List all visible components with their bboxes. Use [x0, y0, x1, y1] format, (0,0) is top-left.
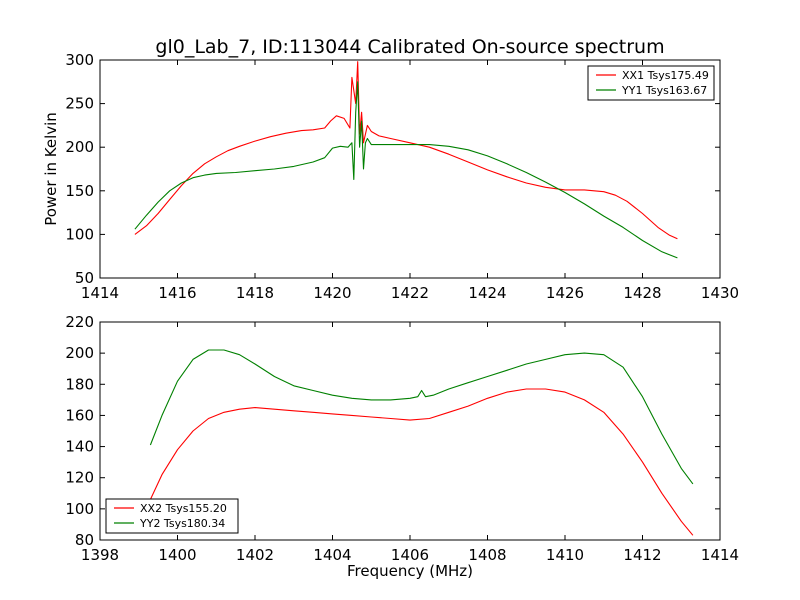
- y-tick-label: 50: [75, 269, 94, 287]
- y-tick-label: 160: [65, 406, 94, 424]
- x-tick-label: 1430: [701, 284, 739, 302]
- legend-box: [105, 498, 239, 534]
- legend-entry: YY2 Tsys180.34: [139, 517, 225, 530]
- x-tick-label: 1420: [313, 284, 351, 302]
- x-tick-label: 1398: [81, 546, 119, 564]
- x-tick-label: 1400: [158, 546, 196, 564]
- y-tick-label: 220: [65, 313, 94, 331]
- series-line-1: [149, 388, 694, 536]
- series-line-2: [149, 349, 694, 485]
- x-tick-label: 1428: [623, 284, 661, 302]
- y-tick-label: 200: [65, 138, 94, 156]
- y-tick-label: 80: [75, 531, 94, 549]
- x-tick-label: 1410: [546, 546, 584, 564]
- x-tick-label: 1408: [468, 546, 506, 564]
- y-tick-label: 120: [65, 469, 94, 487]
- y-tick-label: 100: [65, 500, 94, 518]
- legend-entry: XX2 Tsys155.20: [140, 502, 227, 515]
- chart-title: gl0_Lab_7, ID:113044 Calibrated On-sourc…: [155, 36, 664, 58]
- legend-box: [587, 65, 715, 101]
- top-panel-ticks: 1414 1416 1418 1420 1422 1424 1426 1428 1430 50 10…: [65, 51, 739, 302]
- y-tick-label: 140: [65, 438, 94, 456]
- bottom-panel: 1398 1400 1402 1404 1406 1408 1410 1412 1414 80 10…: [65, 313, 739, 580]
- top-panel-series: [134, 61, 678, 259]
- top-panel-frame: [99, 59, 721, 279]
- x-tick-label: 1414: [701, 546, 739, 564]
- y-tick-label: 200: [65, 344, 94, 362]
- x-tick-label: 1416: [158, 284, 196, 302]
- y-tick-label: 180: [65, 375, 94, 393]
- x-tick-label: 1412: [623, 546, 661, 564]
- bottom-panel-ticks: 1398 1400 1402 1404 1406 1408 1410 1412 1414 80 10…: [65, 313, 739, 564]
- y-tick-label: 250: [65, 95, 94, 113]
- x-tick-label: 1402: [236, 546, 274, 564]
- bottom-panel-frame: [99, 321, 721, 541]
- x-tick-label: 1414: [81, 284, 119, 302]
- legend-entry: XX1 Tsys175.49: [622, 69, 709, 82]
- top-panel: 1414 1416 1418 1420 1422 1424 1426 1428 1430 50 10…: [42, 51, 739, 302]
- bottom-legend: XX2 Tsys155.20 YY2 Tsys180.34: [105, 498, 239, 534]
- y-tick-label: 100: [65, 225, 94, 243]
- series-line-2: [134, 81, 678, 259]
- x-tick-label: 1422: [391, 284, 429, 302]
- y-tick-label: 150: [65, 182, 94, 200]
- x-tick-label: 1418: [236, 284, 274, 302]
- y-tick-label: 300: [65, 51, 94, 69]
- bottom-panel-series: [149, 349, 694, 536]
- x-tick-label: 1404: [313, 546, 351, 564]
- x-tick-label: 1424: [468, 284, 506, 302]
- x-axis-label: Frequency (MHz): [347, 562, 473, 580]
- legend-entry: YY1 Tsys163.67: [621, 84, 707, 97]
- top-legend: XX1 Tsys175.49 YY1 Tsys163.67: [587, 65, 715, 101]
- top-y-axis-label: Power in Kelvin: [42, 112, 60, 226]
- x-tick-label: 1406: [391, 546, 429, 564]
- x-tick-label: 1426: [546, 284, 584, 302]
